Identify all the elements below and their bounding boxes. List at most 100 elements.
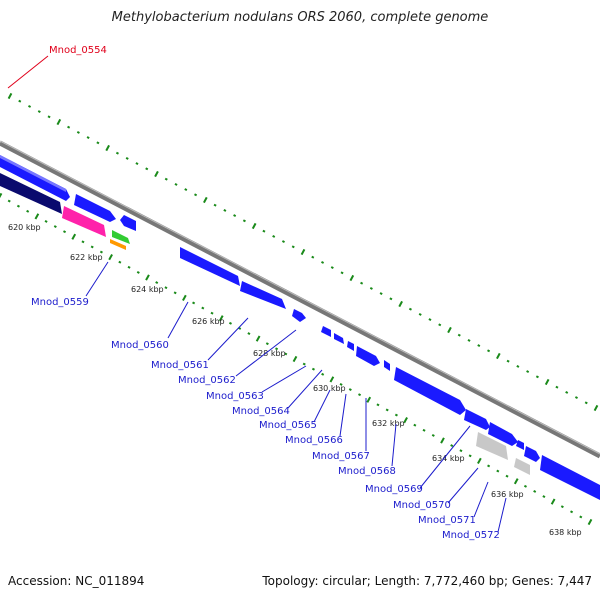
track-dot: [340, 271, 344, 275]
track-dot: [201, 306, 205, 310]
gene-label[interactable]: Mnod_0564: [232, 406, 290, 417]
track-dot: [389, 297, 393, 301]
track-dot: [542, 495, 546, 498]
gene-label[interactable]: Mnod_0566: [285, 435, 343, 446]
gene-block-dark[interactable]: [0, 173, 62, 214]
track-dot: [496, 469, 500, 473]
track-dot: [255, 335, 261, 342]
tick-label: 624 kbp: [131, 285, 164, 294]
track-dot: [394, 413, 398, 417]
track-dot: [329, 376, 335, 383]
tick-label: 620 kbp: [8, 223, 41, 232]
track-dot: [228, 321, 233, 325]
track-dot: [560, 505, 564, 509]
gene-label[interactable]: Mnod_0572: [442, 530, 500, 541]
track-dot: [71, 233, 77, 240]
highlight-gene-label[interactable]: Mnod_0554: [49, 45, 107, 56]
gene-arrow[interactable]: [240, 281, 286, 309]
track-dot: [90, 245, 94, 249]
track-dot: [242, 219, 246, 223]
track-dot: [62, 230, 67, 234]
track-dot: [311, 255, 315, 259]
gene-block-grey[interactable]: [476, 432, 508, 460]
track-dot: [447, 326, 452, 334]
track-dot: [105, 144, 110, 152]
track-dot: [321, 260, 325, 264]
track-dot: [376, 403, 380, 407]
track-dot: [0, 192, 3, 199]
track-dot: [526, 370, 530, 374]
gene-block-orange[interactable]: [110, 239, 126, 250]
gene-arrow[interactable]: [540, 455, 600, 500]
track-dot: [300, 248, 306, 256]
track-dot: [438, 323, 442, 327]
gene-label[interactable]: Mnod_0561: [151, 360, 209, 371]
track-dot: [477, 344, 481, 348]
track-dot: [182, 294, 187, 301]
gene-arrow[interactable]: [488, 422, 518, 446]
track-dot: [18, 99, 22, 103]
gene-arrow[interactable]: [74, 194, 116, 222]
gene-label[interactable]: Mnod_0559: [31, 297, 89, 308]
track-dot: [251, 222, 257, 230]
track-dot: [431, 433, 435, 437]
gene-arrow[interactable]: [180, 247, 240, 286]
track-dot: [533, 489, 537, 493]
genome-backbone: [0, 140, 600, 459]
gene-label[interactable]: Mnod_0562: [178, 375, 236, 386]
highlight-leader-line: [7, 55, 49, 89]
gene-features: [0, 155, 600, 500]
gene-label[interactable]: Mnod_0567: [312, 451, 370, 462]
track-dot: [302, 362, 306, 366]
track-dot: [413, 423, 417, 427]
gene-label[interactable]: Mnod_0565: [259, 420, 317, 431]
track-dot: [593, 404, 599, 412]
track-dot: [487, 464, 491, 468]
track-dot: [535, 375, 539, 379]
gene-label[interactable]: Mnod_0571: [418, 515, 476, 526]
gene-label[interactable]: Mnod_0568: [338, 466, 396, 477]
track-dot: [203, 196, 208, 204]
track-dot: [34, 213, 40, 220]
track-dot: [349, 274, 355, 282]
track-dot: [523, 484, 528, 488]
track-dot: [127, 265, 131, 269]
gene-label[interactable]: Mnod_0570: [393, 500, 451, 511]
gene-label[interactable]: Mnod_0569: [365, 484, 423, 495]
gene-arrow[interactable]: [347, 341, 354, 351]
tick-label: 632 kbp: [372, 419, 405, 428]
gene-block-green[interactable]: [112, 230, 130, 244]
tick-label: 628 kbp: [253, 349, 286, 358]
track-dot: [47, 115, 51, 119]
track-dot: [223, 208, 227, 212]
track-dot: [450, 444, 454, 448]
gene-arrow[interactable]: [334, 333, 344, 344]
tick-label: 622 kbp: [70, 253, 103, 262]
track-dot: [418, 312, 422, 316]
gene-arrow[interactable]: [516, 440, 524, 450]
track-dot: [125, 156, 129, 160]
track-dot: [513, 478, 519, 485]
track-dot: [348, 388, 352, 392]
track-dot: [584, 401, 588, 405]
gene-arrow[interactable]: [384, 360, 390, 371]
gene-block-grey[interactable]: [514, 458, 530, 475]
track-dot: [385, 408, 389, 412]
gene-arrow[interactable]: [292, 309, 306, 322]
gene-arrow[interactable]: [524, 446, 540, 462]
track-dot: [218, 315, 224, 322]
gene-arrow-shadow: [0, 155, 66, 192]
track-dot: [174, 182, 178, 186]
track-dot: [284, 352, 288, 356]
gene-label[interactable]: Mnod_0563: [206, 391, 264, 402]
gene-arrow[interactable]: [321, 326, 331, 337]
gene-label[interactable]: Mnod_0560: [111, 340, 169, 351]
gene-arrow[interactable]: [356, 346, 380, 366]
track-dot: [67, 125, 71, 129]
track-dot: [330, 266, 334, 270]
gene-arrow[interactable]: [464, 409, 490, 430]
gene-arrow[interactable]: [120, 215, 136, 231]
gene-arrow[interactable]: [394, 367, 466, 415]
gene-block-magenta[interactable]: [62, 206, 106, 237]
